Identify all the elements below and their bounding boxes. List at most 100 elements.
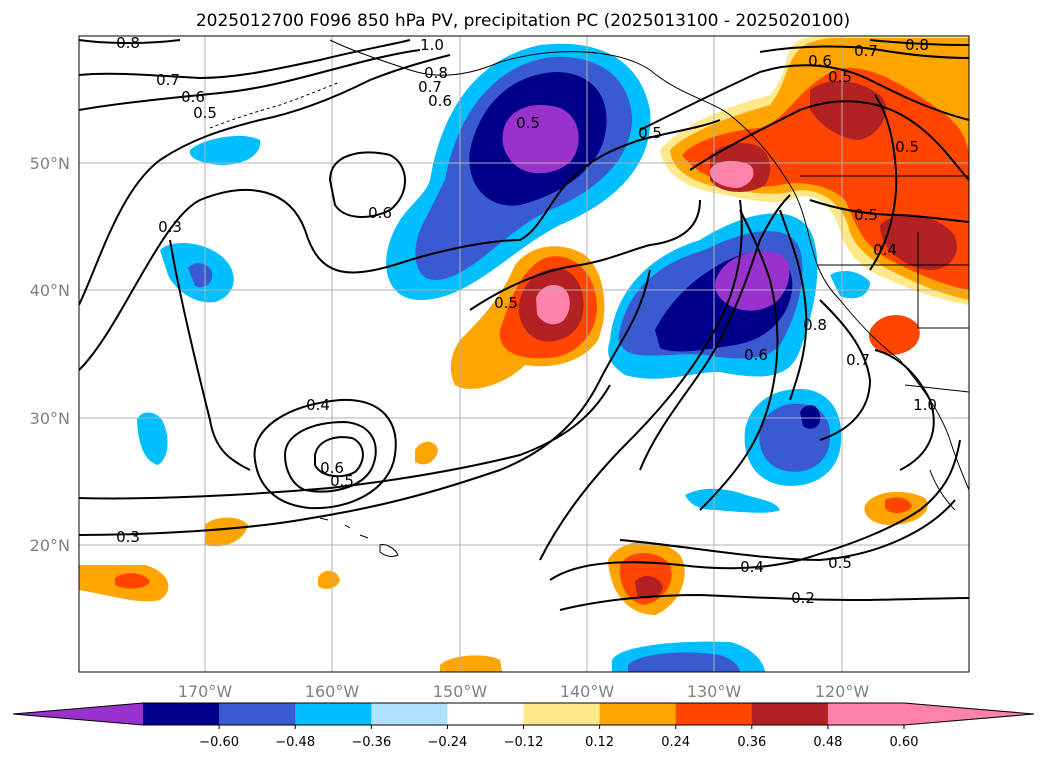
shading-layer	[79, 36, 969, 672]
colorbar-segment	[675, 703, 753, 725]
contour-0.3-south	[79, 384, 611, 500]
shade-pos-e1b	[885, 497, 912, 514]
contour-label: 0.7	[418, 78, 442, 96]
contour-0.3-south2	[79, 269, 651, 536]
bc-coast	[789, 184, 811, 241]
contour-0.6-closed	[328, 151, 406, 218]
shade-pos-small3	[318, 570, 340, 589]
contour-label: 0.8	[905, 36, 929, 54]
colorbar-segment	[827, 703, 905, 725]
colorbar-outline	[12, 702, 1035, 726]
contour-label: 0.6	[428, 92, 452, 110]
contour-label: 0.6	[320, 459, 344, 477]
colorbar-segment	[219, 703, 296, 725]
shade-neg-s-2	[628, 652, 740, 672]
lon-tick-label: 150°W	[433, 682, 488, 701]
colorbar-tick-label: 0.48	[813, 735, 842, 750]
contour-label: 0.5	[828, 554, 852, 572]
alaska-coast	[329, 39, 791, 186]
contour-label: 0.8	[803, 316, 827, 334]
colorbar-segment	[143, 703, 220, 725]
contour-0.4-closed	[253, 398, 397, 510]
us-west-coast	[809, 239, 969, 491]
colorbar-extend-low	[13, 703, 143, 725]
shade-pos-small1	[205, 517, 248, 547]
contour-label: 0.5	[494, 294, 518, 312]
contour-label: 0.6	[181, 88, 205, 106]
contour-0.5-ne2	[809, 199, 969, 223]
contour-0.8-nw	[79, 39, 181, 45]
contour-0.7-nw	[79, 39, 411, 80]
shade-neg-small-e	[830, 270, 870, 299]
colorbar-tick-label: 0.12	[585, 735, 614, 750]
lon-tick-label: 160°W	[305, 682, 360, 701]
contour-0.2	[559, 593, 969, 611]
contour-0.6-east	[699, 209, 779, 511]
shade-pos-se-3	[635, 576, 663, 599]
contour-label: 0.8	[116, 34, 140, 52]
colorbar-segment	[599, 703, 677, 725]
contour-label: 0.5	[193, 104, 217, 122]
colorbar-tick-label: 0.36	[737, 735, 766, 750]
contour-label: 1.0	[913, 396, 937, 414]
contour-0.5-low	[469, 199, 701, 311]
colorbar-tick-label: 0.24	[661, 735, 690, 750]
contour-label: 0.4	[306, 396, 330, 414]
contour-label: 0.5	[516, 114, 540, 132]
contour-label: 0.6	[368, 204, 392, 222]
lat-tick-label: 40°N	[30, 281, 70, 300]
contour-label: 0.2	[791, 589, 815, 607]
colorbar-segment	[295, 703, 372, 725]
contour-0.8-east	[779, 209, 808, 401]
contour-label: 0.7	[854, 42, 878, 60]
shade-pos-small2	[415, 441, 438, 465]
contour-0.4-band	[539, 199, 743, 561]
contour-label: 0.7	[846, 351, 870, 369]
shade-pos-s	[440, 655, 502, 672]
contour-0.6-closed-s	[314, 436, 364, 478]
contour-label: 0.6	[744, 346, 768, 364]
colorbar: −0.60 −0.48 −0.36 −0.24 −0.12 0.12 0.24 0.36 0.4…	[12, 702, 1035, 750]
shade-pos-cent-core	[536, 285, 570, 325]
contour-label: 0.5	[638, 124, 662, 142]
us-state-border-2	[917, 232, 969, 329]
contour-0.7-east	[819, 299, 872, 441]
contour-0.4-ne	[869, 94, 898, 271]
shade-neg-ce-core	[714, 251, 790, 311]
colorbar-tick-label: −0.48	[275, 735, 315, 750]
shade-pos-sw-2	[115, 573, 150, 589]
colorbar-segment	[447, 703, 524, 725]
lon-tick-label: 140°W	[560, 682, 615, 701]
colorbar-segment	[751, 703, 829, 725]
baja-coast	[929, 469, 956, 511]
contour-label: 0.5	[895, 138, 919, 156]
lat-tick-label: 20°N	[30, 536, 70, 555]
hawaii-islands	[319, 517, 399, 557]
figure-title: 2025012700 F096 850 hPa PV, precipitatio…	[196, 11, 850, 31]
lat-tick-label: 30°N	[30, 409, 70, 428]
colorbar-tick-label: −0.24	[427, 735, 467, 750]
contour-1.0-east	[874, 349, 935, 471]
contour-0.5-closed	[283, 420, 377, 493]
shade-neg-band	[685, 488, 780, 513]
shade-neg-w3	[137, 412, 168, 465]
colorbar-segment	[523, 703, 601, 725]
contour-label: 1.0	[420, 36, 444, 54]
lat-axis: 50°N 40°N 30°N 20°N	[30, 154, 70, 555]
contour-0.7-ne	[759, 45, 969, 59]
coastlines	[209, 39, 969, 557]
graticule	[79, 36, 969, 672]
contour-labels: 0.8 1.0 0.8 0.7 0.7 0.6 0.5 0.6 0.5 0.5 …	[116, 34, 937, 607]
colorbar-tick-label: −0.12	[504, 735, 544, 750]
contour-label: 0.3	[116, 528, 140, 546]
shade-pos-ne-core	[709, 160, 754, 188]
contour-0.6-ne	[639, 64, 969, 131]
shade-pos-ne-4	[710, 80, 958, 270]
shade-neg-w2b	[188, 263, 213, 288]
contour-label: 0.5	[854, 206, 878, 224]
colorbar-tick-label: −0.36	[351, 735, 391, 750]
map-panel: 0.8 1.0 0.8 0.7 0.7 0.6 0.5 0.6 0.5 0.5 …	[30, 34, 970, 701]
contour-0.5-ne	[689, 100, 969, 181]
contour-label: 0.8	[424, 64, 448, 82]
